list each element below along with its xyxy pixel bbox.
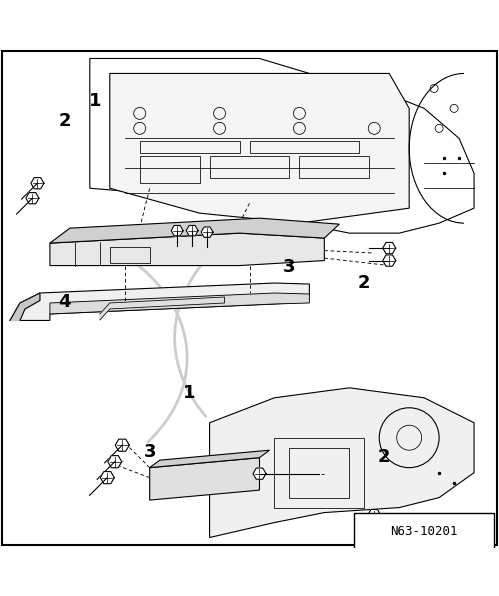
Polygon shape — [171, 225, 183, 236]
Bar — [210, 156, 289, 178]
Polygon shape — [10, 283, 309, 321]
Text: 1: 1 — [183, 384, 196, 402]
Bar — [274, 437, 364, 508]
Bar — [289, 448, 349, 498]
Text: 3: 3 — [283, 258, 296, 276]
Polygon shape — [368, 510, 381, 521]
Polygon shape — [186, 225, 198, 236]
Bar — [250, 141, 359, 153]
Text: 2: 2 — [378, 448, 391, 465]
Polygon shape — [201, 227, 213, 237]
Bar — [140, 156, 200, 183]
Text: 2: 2 — [58, 112, 71, 130]
Polygon shape — [26, 193, 39, 204]
Polygon shape — [50, 293, 309, 314]
Polygon shape — [100, 471, 114, 484]
Bar — [110, 247, 150, 263]
FancyBboxPatch shape — [354, 513, 494, 550]
Text: N63-10201: N63-10201 — [390, 525, 458, 538]
Polygon shape — [383, 255, 396, 266]
Polygon shape — [10, 293, 40, 321]
Text: 4: 4 — [58, 293, 71, 311]
Polygon shape — [403, 517, 416, 528]
Polygon shape — [253, 468, 266, 479]
Polygon shape — [50, 218, 339, 243]
Polygon shape — [108, 455, 122, 468]
Bar — [140, 141, 240, 153]
Polygon shape — [150, 458, 259, 500]
Polygon shape — [150, 450, 269, 468]
Text: 3: 3 — [143, 443, 156, 461]
Text: 2: 2 — [358, 274, 371, 292]
Polygon shape — [115, 439, 129, 451]
Polygon shape — [383, 243, 396, 254]
Polygon shape — [210, 388, 474, 538]
Polygon shape — [100, 297, 225, 320]
Polygon shape — [31, 178, 44, 189]
Text: 1: 1 — [88, 92, 101, 110]
Polygon shape — [50, 233, 324, 266]
Polygon shape — [110, 73, 409, 223]
Bar — [299, 156, 369, 178]
